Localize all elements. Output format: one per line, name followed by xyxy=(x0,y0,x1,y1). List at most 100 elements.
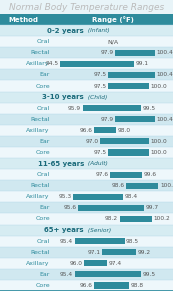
Text: 95.9: 95.9 xyxy=(68,106,81,111)
Bar xyxy=(83,105,141,111)
Text: 96.6: 96.6 xyxy=(80,283,92,288)
Text: 97.1: 97.1 xyxy=(88,250,101,255)
Text: Ear: Ear xyxy=(39,72,50,77)
Text: 100.0: 100.0 xyxy=(150,139,167,144)
Bar xyxy=(0,69,173,81)
Text: 99.7: 99.7 xyxy=(145,205,159,210)
Text: 99.5: 99.5 xyxy=(142,106,155,111)
Text: Axillary: Axillary xyxy=(26,128,50,133)
Text: 100.0: 100.0 xyxy=(150,84,167,88)
Text: 98.4: 98.4 xyxy=(124,194,138,199)
Text: 100.6: 100.6 xyxy=(160,183,173,188)
Text: 98.6: 98.6 xyxy=(112,183,125,188)
Text: 97.9: 97.9 xyxy=(100,50,113,55)
Bar xyxy=(0,147,173,158)
Text: 99.2: 99.2 xyxy=(137,250,151,255)
Text: Core: Core xyxy=(35,217,50,221)
Bar xyxy=(0,125,173,136)
Text: 0-2 years: 0-2 years xyxy=(47,28,86,34)
Bar xyxy=(126,183,158,189)
Bar xyxy=(0,213,173,225)
Text: 99.6: 99.6 xyxy=(144,172,157,177)
Bar xyxy=(0,81,173,92)
Text: 95.4: 95.4 xyxy=(60,239,73,244)
Bar xyxy=(120,216,152,222)
Bar xyxy=(0,158,173,169)
Text: 3-10 years: 3-10 years xyxy=(42,94,86,100)
Text: Axillary: Axillary xyxy=(26,194,50,199)
Bar xyxy=(0,290,173,291)
Bar xyxy=(0,136,173,147)
Bar xyxy=(0,280,173,291)
Text: 96.0: 96.0 xyxy=(70,261,83,266)
Bar xyxy=(0,103,173,114)
Text: (Senior): (Senior) xyxy=(86,228,112,233)
Text: 100.4: 100.4 xyxy=(157,50,173,55)
Bar xyxy=(0,180,173,191)
Bar xyxy=(0,92,173,103)
Text: (Infant): (Infant) xyxy=(86,28,110,33)
Text: Range (°F): Range (°F) xyxy=(92,16,133,23)
Bar xyxy=(0,269,173,280)
Text: Core: Core xyxy=(35,283,50,288)
Text: Core: Core xyxy=(35,84,50,88)
Bar xyxy=(108,150,149,156)
Text: Rectal: Rectal xyxy=(30,183,50,188)
Bar xyxy=(0,191,173,202)
Text: 98.8: 98.8 xyxy=(131,283,144,288)
Bar xyxy=(0,202,173,213)
Text: 97.4: 97.4 xyxy=(108,261,121,266)
Bar xyxy=(0,247,173,258)
Text: 11-65 years: 11-65 years xyxy=(38,161,86,166)
Bar xyxy=(78,205,144,211)
Bar xyxy=(0,258,173,269)
Text: Rectal: Rectal xyxy=(30,117,50,122)
Text: 97.9: 97.9 xyxy=(100,117,113,122)
Text: (Child): (Child) xyxy=(86,95,108,100)
Text: Oral: Oral xyxy=(37,172,50,177)
Text: Axillary: Axillary xyxy=(26,61,50,66)
Text: Normal Body Temperature Ranges: Normal Body Temperature Ranges xyxy=(9,3,164,12)
Text: Method: Method xyxy=(8,17,38,22)
Text: Axillary: Axillary xyxy=(26,261,50,266)
Text: (Adult): (Adult) xyxy=(86,161,108,166)
Text: Oral: Oral xyxy=(37,239,50,244)
Bar xyxy=(108,83,149,89)
Bar xyxy=(115,116,155,122)
Bar xyxy=(0,47,173,58)
Bar xyxy=(115,50,155,56)
Bar xyxy=(73,194,123,200)
Bar xyxy=(0,58,173,69)
Bar xyxy=(110,172,142,178)
Bar xyxy=(0,25,173,36)
Text: 98.0: 98.0 xyxy=(118,128,131,133)
Text: Oral: Oral xyxy=(37,106,50,111)
Text: 100.0: 100.0 xyxy=(150,150,167,155)
Bar xyxy=(0,114,173,125)
Text: 95.3: 95.3 xyxy=(58,194,71,199)
Text: 97.5: 97.5 xyxy=(94,84,107,88)
Text: 100.4: 100.4 xyxy=(157,72,173,77)
Text: 65+ years: 65+ years xyxy=(44,227,86,233)
Text: 98.2: 98.2 xyxy=(105,217,118,221)
Text: 95.4: 95.4 xyxy=(60,272,73,277)
Text: 98.5: 98.5 xyxy=(126,239,139,244)
Bar xyxy=(102,249,136,255)
Bar xyxy=(94,127,116,133)
Bar xyxy=(0,236,173,247)
Bar xyxy=(0,36,173,47)
Text: Core: Core xyxy=(35,150,50,155)
Bar xyxy=(0,169,173,180)
Text: 97.5: 97.5 xyxy=(94,150,107,155)
Bar xyxy=(75,271,141,277)
Text: 96.6: 96.6 xyxy=(80,128,92,133)
Bar xyxy=(0,225,173,236)
Text: Ear: Ear xyxy=(39,139,50,144)
Text: N/A: N/A xyxy=(107,39,118,44)
Text: 94.5: 94.5 xyxy=(45,61,58,66)
Text: Ear: Ear xyxy=(39,272,50,277)
Text: 97.0: 97.0 xyxy=(86,139,99,144)
Text: 100.2: 100.2 xyxy=(153,217,170,221)
Text: 99.1: 99.1 xyxy=(136,61,149,66)
Text: 100.4: 100.4 xyxy=(157,117,173,122)
